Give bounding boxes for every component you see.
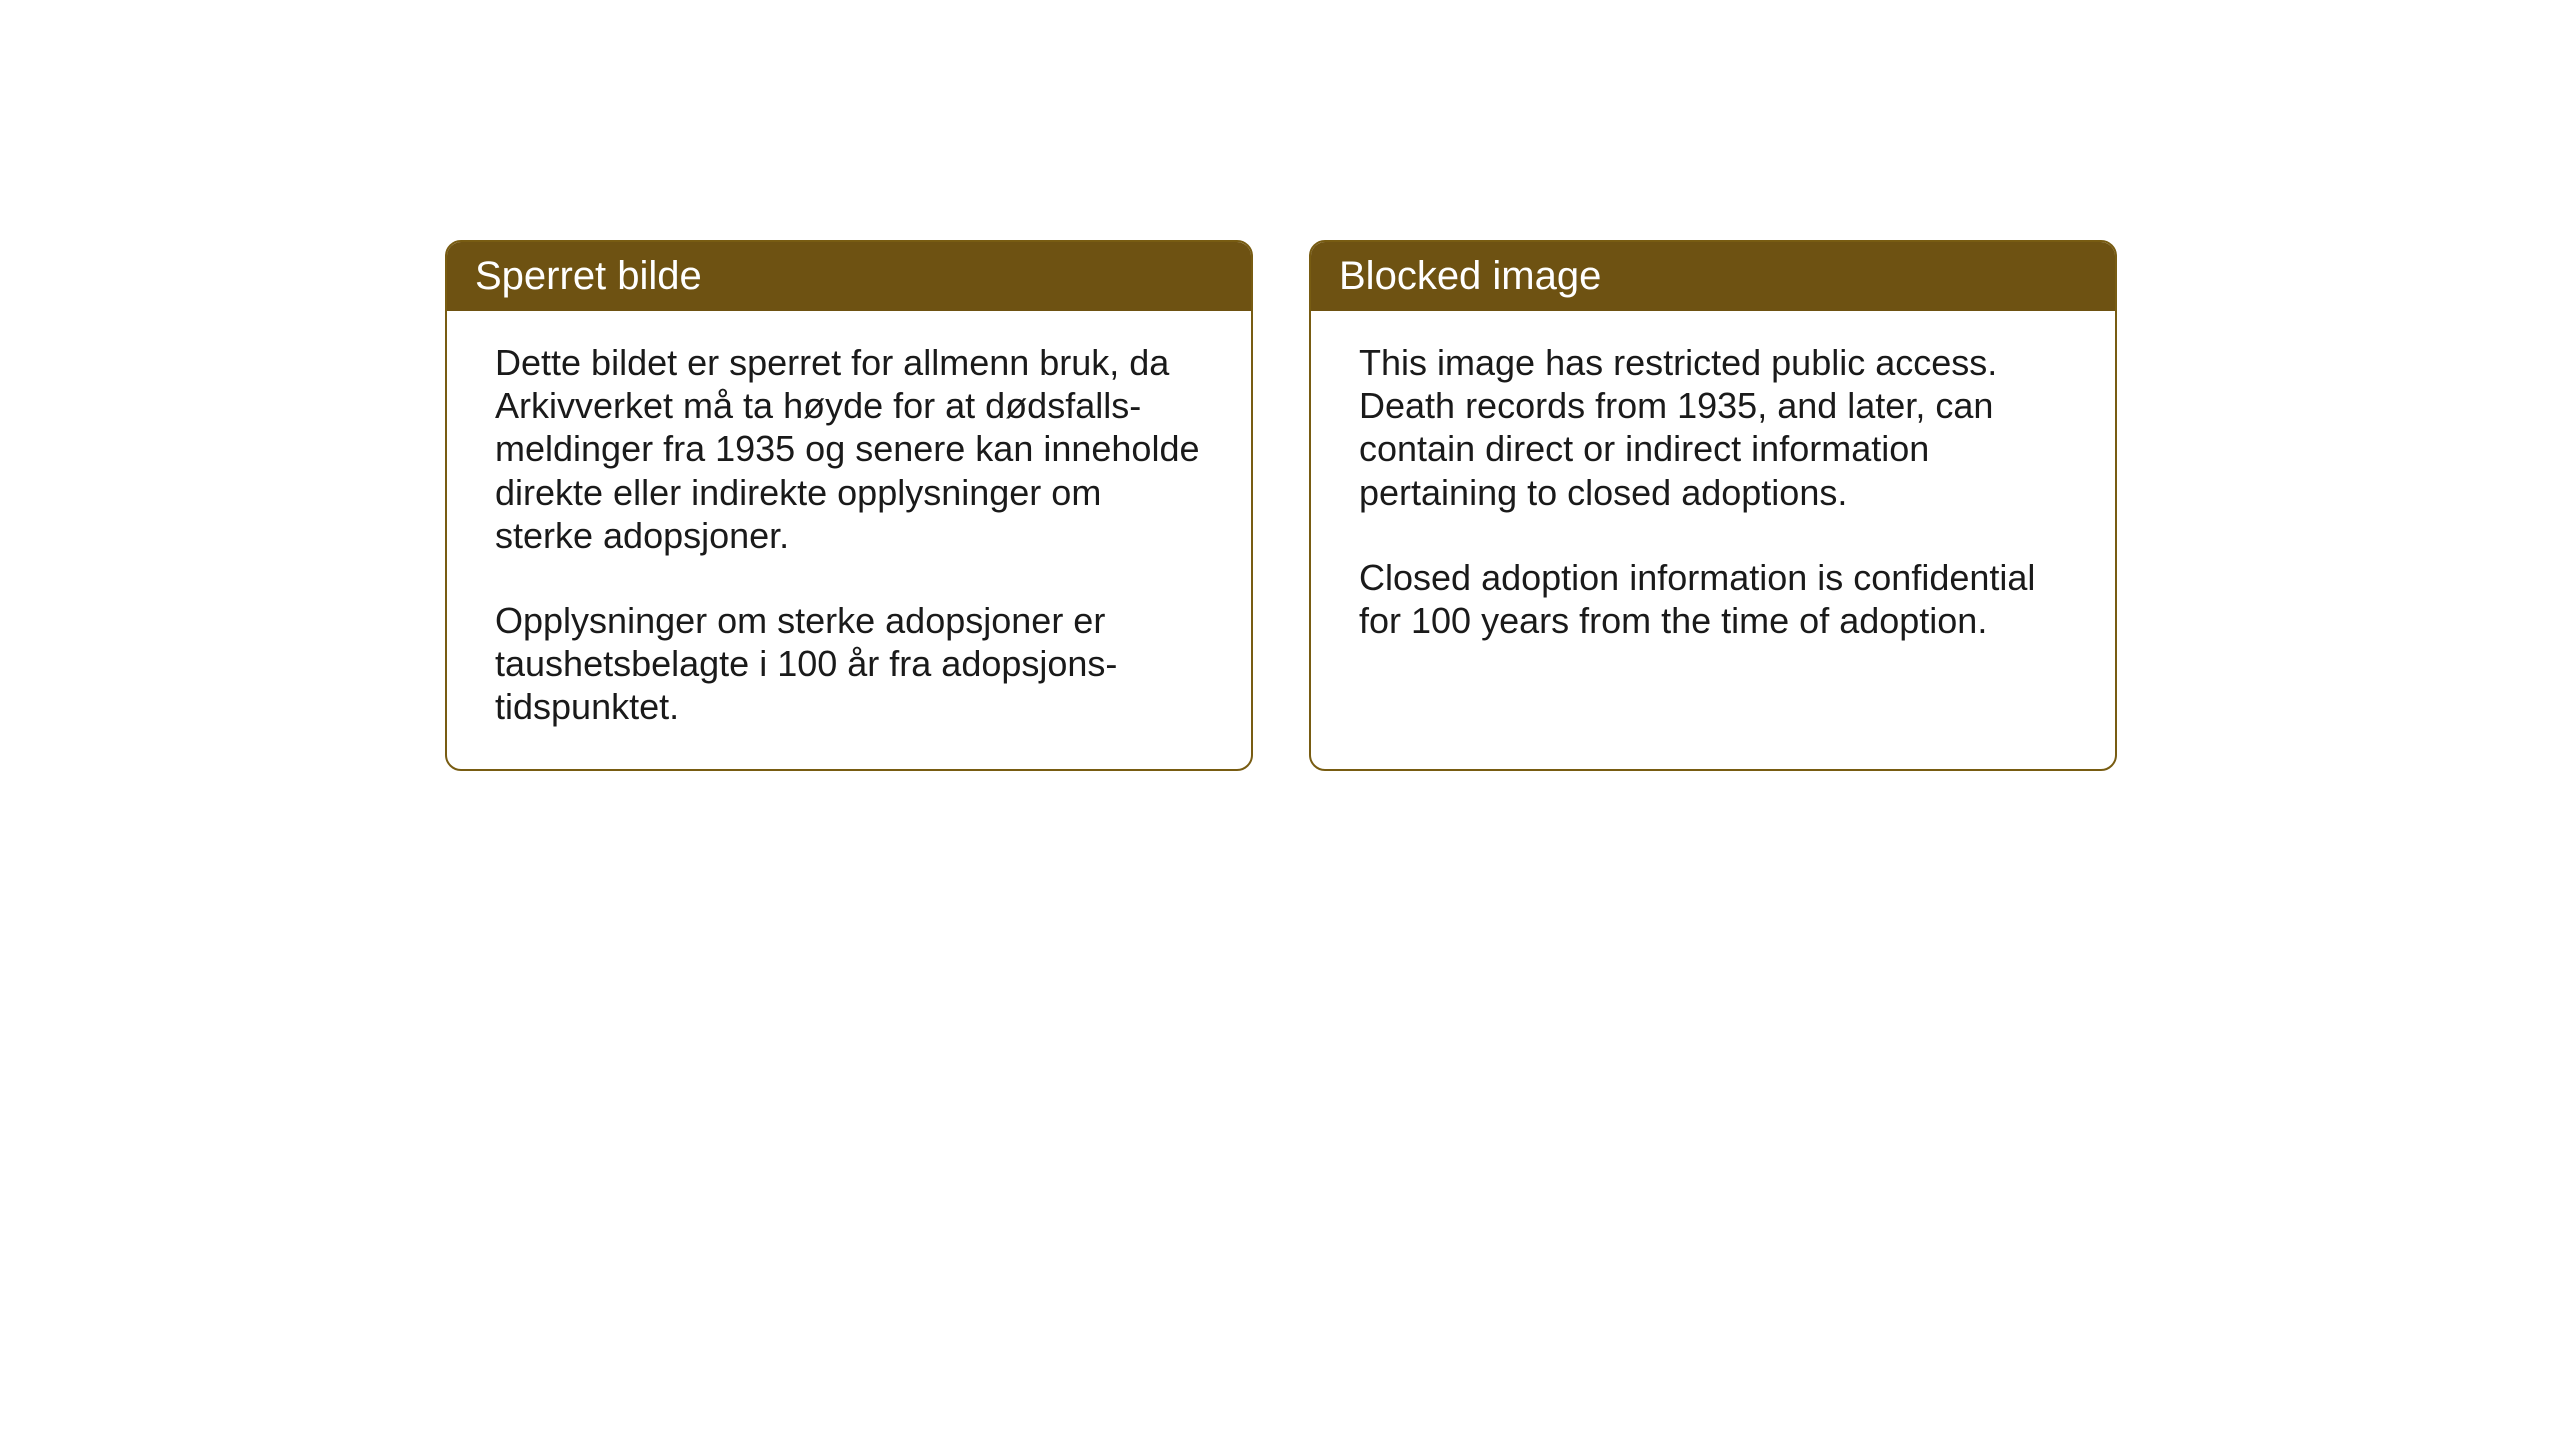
card-body-norwegian: Dette bildet er sperret for allmenn bruk…	[447, 311, 1251, 769]
card-title: Sperret bilde	[475, 254, 702, 298]
card-title: Blocked image	[1339, 254, 1601, 298]
cards-container: Sperret bilde Dette bildet er sperret fo…	[445, 240, 2117, 771]
card-paragraph: Dette bildet er sperret for allmenn bruk…	[495, 341, 1203, 557]
card-norwegian: Sperret bilde Dette bildet er sperret fo…	[445, 240, 1253, 771]
card-english: Blocked image This image has restricted …	[1309, 240, 2117, 771]
card-paragraph: Closed adoption information is confident…	[1359, 556, 2067, 642]
card-paragraph: This image has restricted public access.…	[1359, 341, 2067, 514]
card-header-norwegian: Sperret bilde	[447, 242, 1251, 311]
card-paragraph: Opplysninger om sterke adopsjoner er tau…	[495, 599, 1203, 729]
card-header-english: Blocked image	[1311, 242, 2115, 311]
card-body-english: This image has restricted public access.…	[1311, 311, 2115, 682]
